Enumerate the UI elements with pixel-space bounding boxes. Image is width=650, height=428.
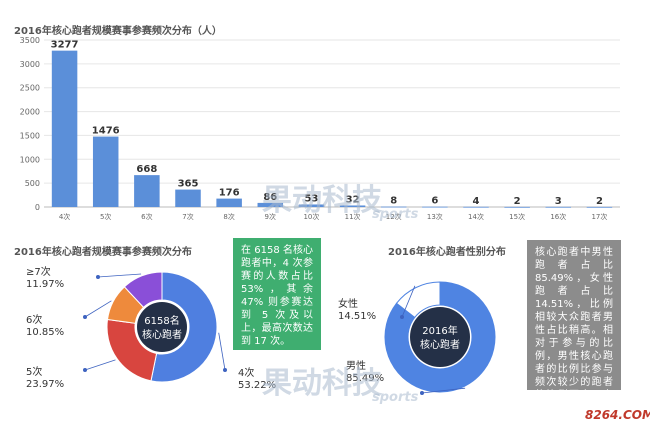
slice-percent: 11.97%: [26, 279, 64, 290]
x-tick-label: 17次: [591, 212, 607, 221]
bar-value-label: 2: [596, 196, 603, 207]
bar-value-label: 176: [219, 188, 240, 199]
leader-line: [218, 332, 226, 371]
center-label-line2: 核心跑者: [420, 338, 460, 351]
donut-center: [137, 302, 187, 352]
leader-line: [84, 300, 112, 318]
x-tick-label: 12次: [386, 212, 402, 221]
bar: [463, 206, 489, 208]
bar-value-label: 3277: [51, 40, 79, 51]
leader-dot: [223, 368, 227, 372]
x-tick-label: 8次: [223, 212, 234, 221]
x-tick-label: 5次: [100, 212, 111, 221]
gender-donut-title: 2016年核心跑者性别分布: [388, 247, 506, 258]
y-tick-label: 500: [25, 179, 40, 188]
watermark-brand-2: 果动科技: [262, 366, 382, 401]
watermark-sub: sports: [372, 207, 419, 222]
center-label-line1: 6158名: [144, 314, 179, 327]
y-tick-label: 0: [35, 203, 40, 212]
bar: [92, 136, 119, 207]
bar-value-label: 32: [346, 194, 360, 205]
slice-label: ≥7次: [26, 265, 51, 278]
slice-label: 女性: [338, 297, 358, 310]
slice-percent: 23.97%: [26, 379, 64, 390]
freq-note: 在 6158 名核心跑者中，4 次参赛的人数占比 53%，其余 47% 则参赛达…: [233, 238, 321, 350]
watermark-brand: 果动科技: [262, 183, 382, 218]
freq-donut-title: 2016年核心跑者规模赛事参赛频次分布: [14, 247, 192, 258]
leader-dot: [420, 391, 424, 395]
x-tick-label: 4次: [59, 212, 70, 221]
bar-chart: 0 500 1000 1500 2000 2500 3000 3500 3277 4次 1476 5次…: [20, 36, 620, 221]
bar: [257, 202, 284, 207]
donut-slice: [123, 271, 163, 308]
slice-percent: 53.22%: [238, 380, 276, 391]
center-label-line2: 核心跑者: [142, 328, 182, 341]
bar: [298, 204, 325, 207]
donut-slice: [384, 281, 496, 393]
leader-line: [421, 387, 466, 394]
bar: [545, 206, 572, 208]
donut-center: [410, 307, 470, 367]
x-tick-label: 15次: [509, 212, 525, 221]
bar-value-label: 86: [263, 192, 277, 203]
x-tick-label: 7次: [182, 212, 193, 221]
x-tick-label: 6次: [141, 212, 152, 221]
leader-dot: [96, 275, 100, 279]
bar-value-label: 3: [555, 196, 562, 207]
site-logo: 8264.COM: [585, 408, 650, 422]
bar-value-label: 4: [473, 196, 480, 207]
slice-label: 4次: [238, 366, 254, 379]
x-tick-label: 16次: [550, 212, 566, 221]
leader-line: [97, 273, 142, 278]
bar-value-label: 365: [178, 179, 199, 190]
bar: [216, 198, 242, 207]
bar: [134, 175, 160, 207]
x-tick-label: 14次: [468, 212, 484, 221]
bar-value-label: 8: [390, 196, 397, 207]
leader-dot: [83, 315, 87, 319]
y-tick-label: 3000: [20, 60, 40, 69]
x-tick-label: 11次: [345, 212, 361, 221]
y-tick-label: 3500: [20, 36, 40, 45]
bar-value-label: 2: [514, 196, 521, 207]
watermark-sub-2: sports: [372, 390, 419, 405]
bar-value-label: 668: [136, 164, 157, 175]
leader-dot: [83, 368, 87, 372]
slice-percent: 14.51%: [338, 311, 376, 322]
leader-line: [84, 359, 116, 371]
center-label-line1: 2016年: [422, 324, 457, 337]
bar: [504, 206, 530, 208]
bar: [380, 206, 407, 208]
x-tick-label: 9次: [265, 212, 276, 221]
y-tick-label: 1500: [20, 131, 40, 140]
slice-percent: 10.85%: [26, 327, 64, 338]
bar-chart-title: 2016年核心跑者规模赛事参赛频次分布（人）: [14, 26, 222, 37]
bar-value-label: 53: [304, 193, 318, 204]
x-tick-label: 13次: [427, 212, 443, 221]
gender-note: 核心跑者中男性跑者占比85.49%，女性跑者占比 14.51%，比例相较大众跑者…: [527, 240, 621, 427]
slice-percent: 85.49%: [346, 373, 384, 384]
y-tick-label: 1000: [20, 155, 40, 164]
x-tick-label: 10次: [303, 212, 319, 221]
y-tick-label: 2500: [20, 84, 40, 93]
leader-dot: [400, 315, 404, 319]
donut-slice: [395, 281, 441, 319]
leader-line: [401, 285, 416, 318]
slice-label: 6次: [26, 313, 42, 326]
bar-value-label: 6: [431, 196, 438, 207]
donut-slice: [150, 271, 218, 383]
slice-label: 男性: [346, 359, 366, 372]
bar: [51, 50, 78, 207]
bar: [422, 206, 448, 208]
bar: [339, 205, 366, 207]
y-tick-label: 2000: [20, 108, 40, 117]
bar-value-label: 1476: [92, 126, 120, 137]
bar: [586, 206, 613, 208]
bar: [175, 189, 201, 207]
slice-label: 5次: [26, 365, 42, 378]
